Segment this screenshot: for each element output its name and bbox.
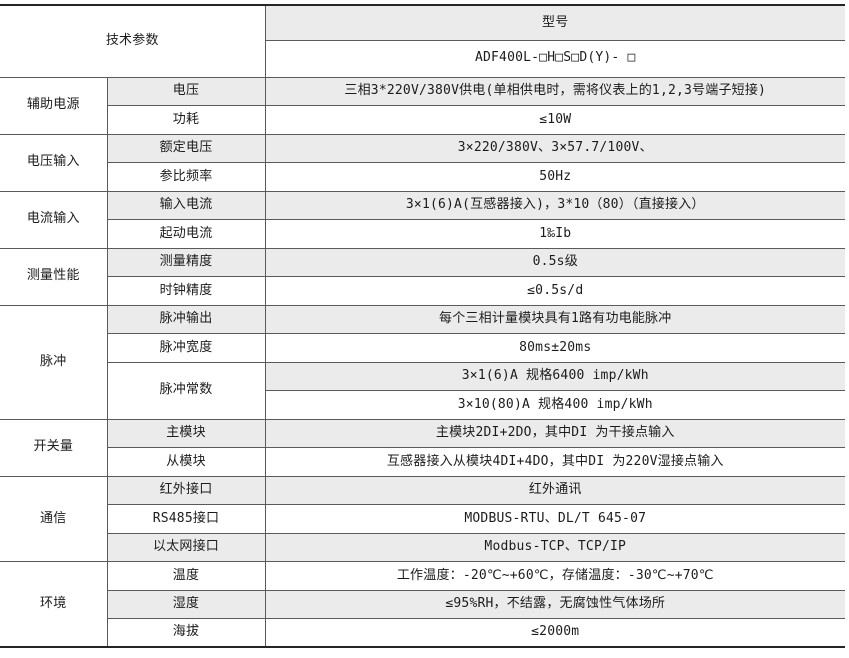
param-label-cell: 测量精度 [106, 247, 265, 277]
param-label-cell: 温度 [106, 561, 265, 591]
value-cell: 1‰Ib [264, 219, 845, 249]
group-label-communication: 通信 [0, 475, 107, 562]
param-label-cell: 海拔 [106, 618, 265, 648]
param-label-cell: 参比频率 [106, 162, 265, 192]
param-label-cell: 额定电压 [106, 133, 265, 163]
value-cell: 0.5s级 [264, 247, 845, 277]
value-cell: 主模块2DI+2DO，其中DI 为干接点输入 [264, 418, 845, 448]
value-cell: 工作温度：-20℃~+60℃，存储温度：-30℃~+70℃ [264, 561, 845, 591]
value-cell: ≤0.5s/d [264, 276, 845, 306]
param-label-cell: 脉冲宽度 [106, 333, 265, 363]
group-label-current-input: 电流输入 [0, 190, 107, 249]
spec-table: 技术参数 型号 ADF400L-□H□S□D(Y)- □ 辅助电源 电压 三相3… [0, 4, 845, 648]
value-cell: 每个三相计量模块具有1路有功电能脉冲 [264, 304, 845, 334]
param-label-cell: 起动电流 [106, 219, 265, 249]
group-label-voltage-input: 电压输入 [0, 133, 107, 192]
group-label-measurement: 测量性能 [0, 247, 107, 306]
param-label-cell: 主模块 [106, 418, 265, 448]
param-label-cell: 脉冲输出 [106, 304, 265, 334]
param-label-cell: 红外接口 [106, 475, 265, 505]
corner-header-cell: 技术参数 [0, 4, 265, 78]
value-cell: ≤95%RH，不结露，无腐蚀性气体场所 [264, 589, 845, 619]
param-label-cell: 脉冲常数 [106, 361, 265, 420]
value-cell: 3×1(6)A 规格6400 imp/kWh [264, 361, 845, 391]
param-label-cell: 从模块 [106, 447, 265, 477]
model-header-cell: 型号 [264, 4, 845, 41]
param-label-cell: 功耗 [106, 105, 265, 135]
value-cell: 互感器接入从模块4DI+4DO，其中DI 为220V湿接点输入 [264, 447, 845, 477]
value-cell: 50Hz [264, 162, 845, 192]
group-label-pulse: 脉冲 [0, 304, 107, 420]
param-label-cell: 以太网接口 [106, 532, 265, 562]
value-cell: ≤10W [264, 105, 845, 135]
group-label-aux-power: 辅助电源 [0, 76, 107, 135]
model-value-cell: ADF400L-□H□S□D(Y)- □ [264, 39, 845, 78]
value-cell: Modbus-TCP、TCP/IP [264, 532, 845, 562]
group-label-digital-io: 开关量 [0, 418, 107, 477]
group-label-environment: 环境 [0, 561, 107, 648]
value-cell: 三相3*220V/380V供电(单相供电时，需将仪表上的1,2,3号端子短接) [264, 76, 845, 106]
value-cell: 3×10(80)A 规格400 imp/kWh [264, 390, 845, 420]
value-cell: 红外通讯 [264, 475, 845, 505]
spec-sheet: 技术参数 型号 ADF400L-□H□S□D(Y)- □ 辅助电源 电压 三相3… [0, 4, 845, 648]
value-cell: 80ms±20ms [264, 333, 845, 363]
param-label-cell: 电压 [106, 76, 265, 106]
param-label-cell: RS485接口 [106, 504, 265, 534]
value-cell: MODBUS-RTU、DL/T 645-07 [264, 504, 845, 534]
param-label-cell: 时钟精度 [106, 276, 265, 306]
value-cell: ≤2000m [264, 618, 845, 648]
param-label-cell: 湿度 [106, 589, 265, 619]
param-label-cell: 输入电流 [106, 190, 265, 220]
value-cell: 3×1(6)A(互感器接入)，3*10（80）（直接接入） [264, 190, 845, 220]
value-cell: 3×220/380V、3×57.7/100V、 [264, 133, 845, 163]
